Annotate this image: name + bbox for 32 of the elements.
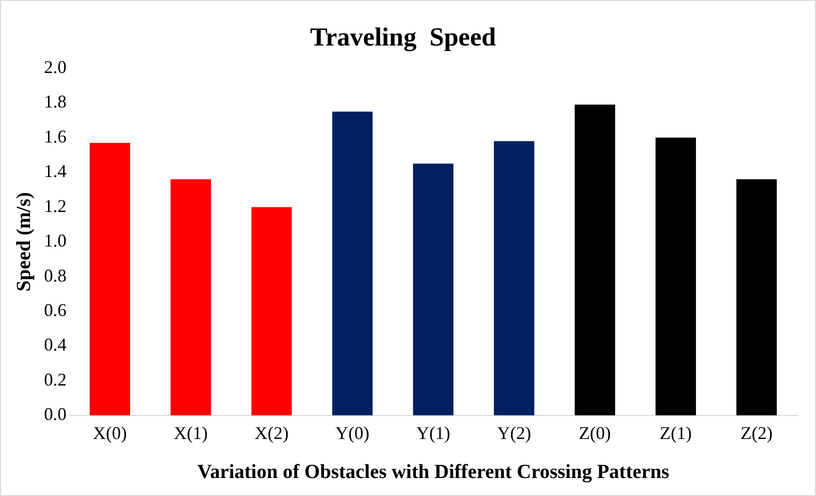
x-tick-label: Y(1) [416,422,450,443]
bar [413,164,454,416]
x-tick-label: Y(2) [497,422,532,443]
bar [332,112,373,416]
bar [494,141,534,416]
bar [736,179,777,416]
y-axis-title: Speed (m/s) [13,192,36,292]
y-tick-label: 0.0 [44,404,66,424]
y-tick-label: 1.6 [44,126,66,146]
x-tick-label: Z(1) [660,422,692,443]
x-tick-label: Y(0) [335,422,370,443]
bar [170,179,211,416]
x-tick-label: Z(0) [578,422,611,443]
x-axis-title: Variation of Obstacles with Different Crossing Patterns [197,461,670,484]
x-tick-label: X(2) [254,422,289,443]
chart-title: Traveling Speed [310,22,496,52]
bar [574,104,616,416]
y-tick-label: 1.0 [44,230,66,251]
y-tick-label: 0.6 [44,300,66,320]
y-tick-label: 0.2 [44,369,66,390]
bar [90,142,130,416]
y-tick-label: 1.2 [44,196,66,216]
x-tick-label: Z(2) [740,422,773,443]
y-tick-label: 0.8 [44,265,66,286]
x-tick-label: X(0) [92,422,127,443]
x-tick-label: X(1) [174,422,208,443]
y-tick-label: 1.4 [44,161,66,182]
y-tick-label: 2.0 [44,56,66,77]
y-tick-label: 1.8 [44,92,66,112]
bar [251,207,292,416]
y-tick-label: 0.4 [44,334,66,355]
bar [656,138,696,416]
